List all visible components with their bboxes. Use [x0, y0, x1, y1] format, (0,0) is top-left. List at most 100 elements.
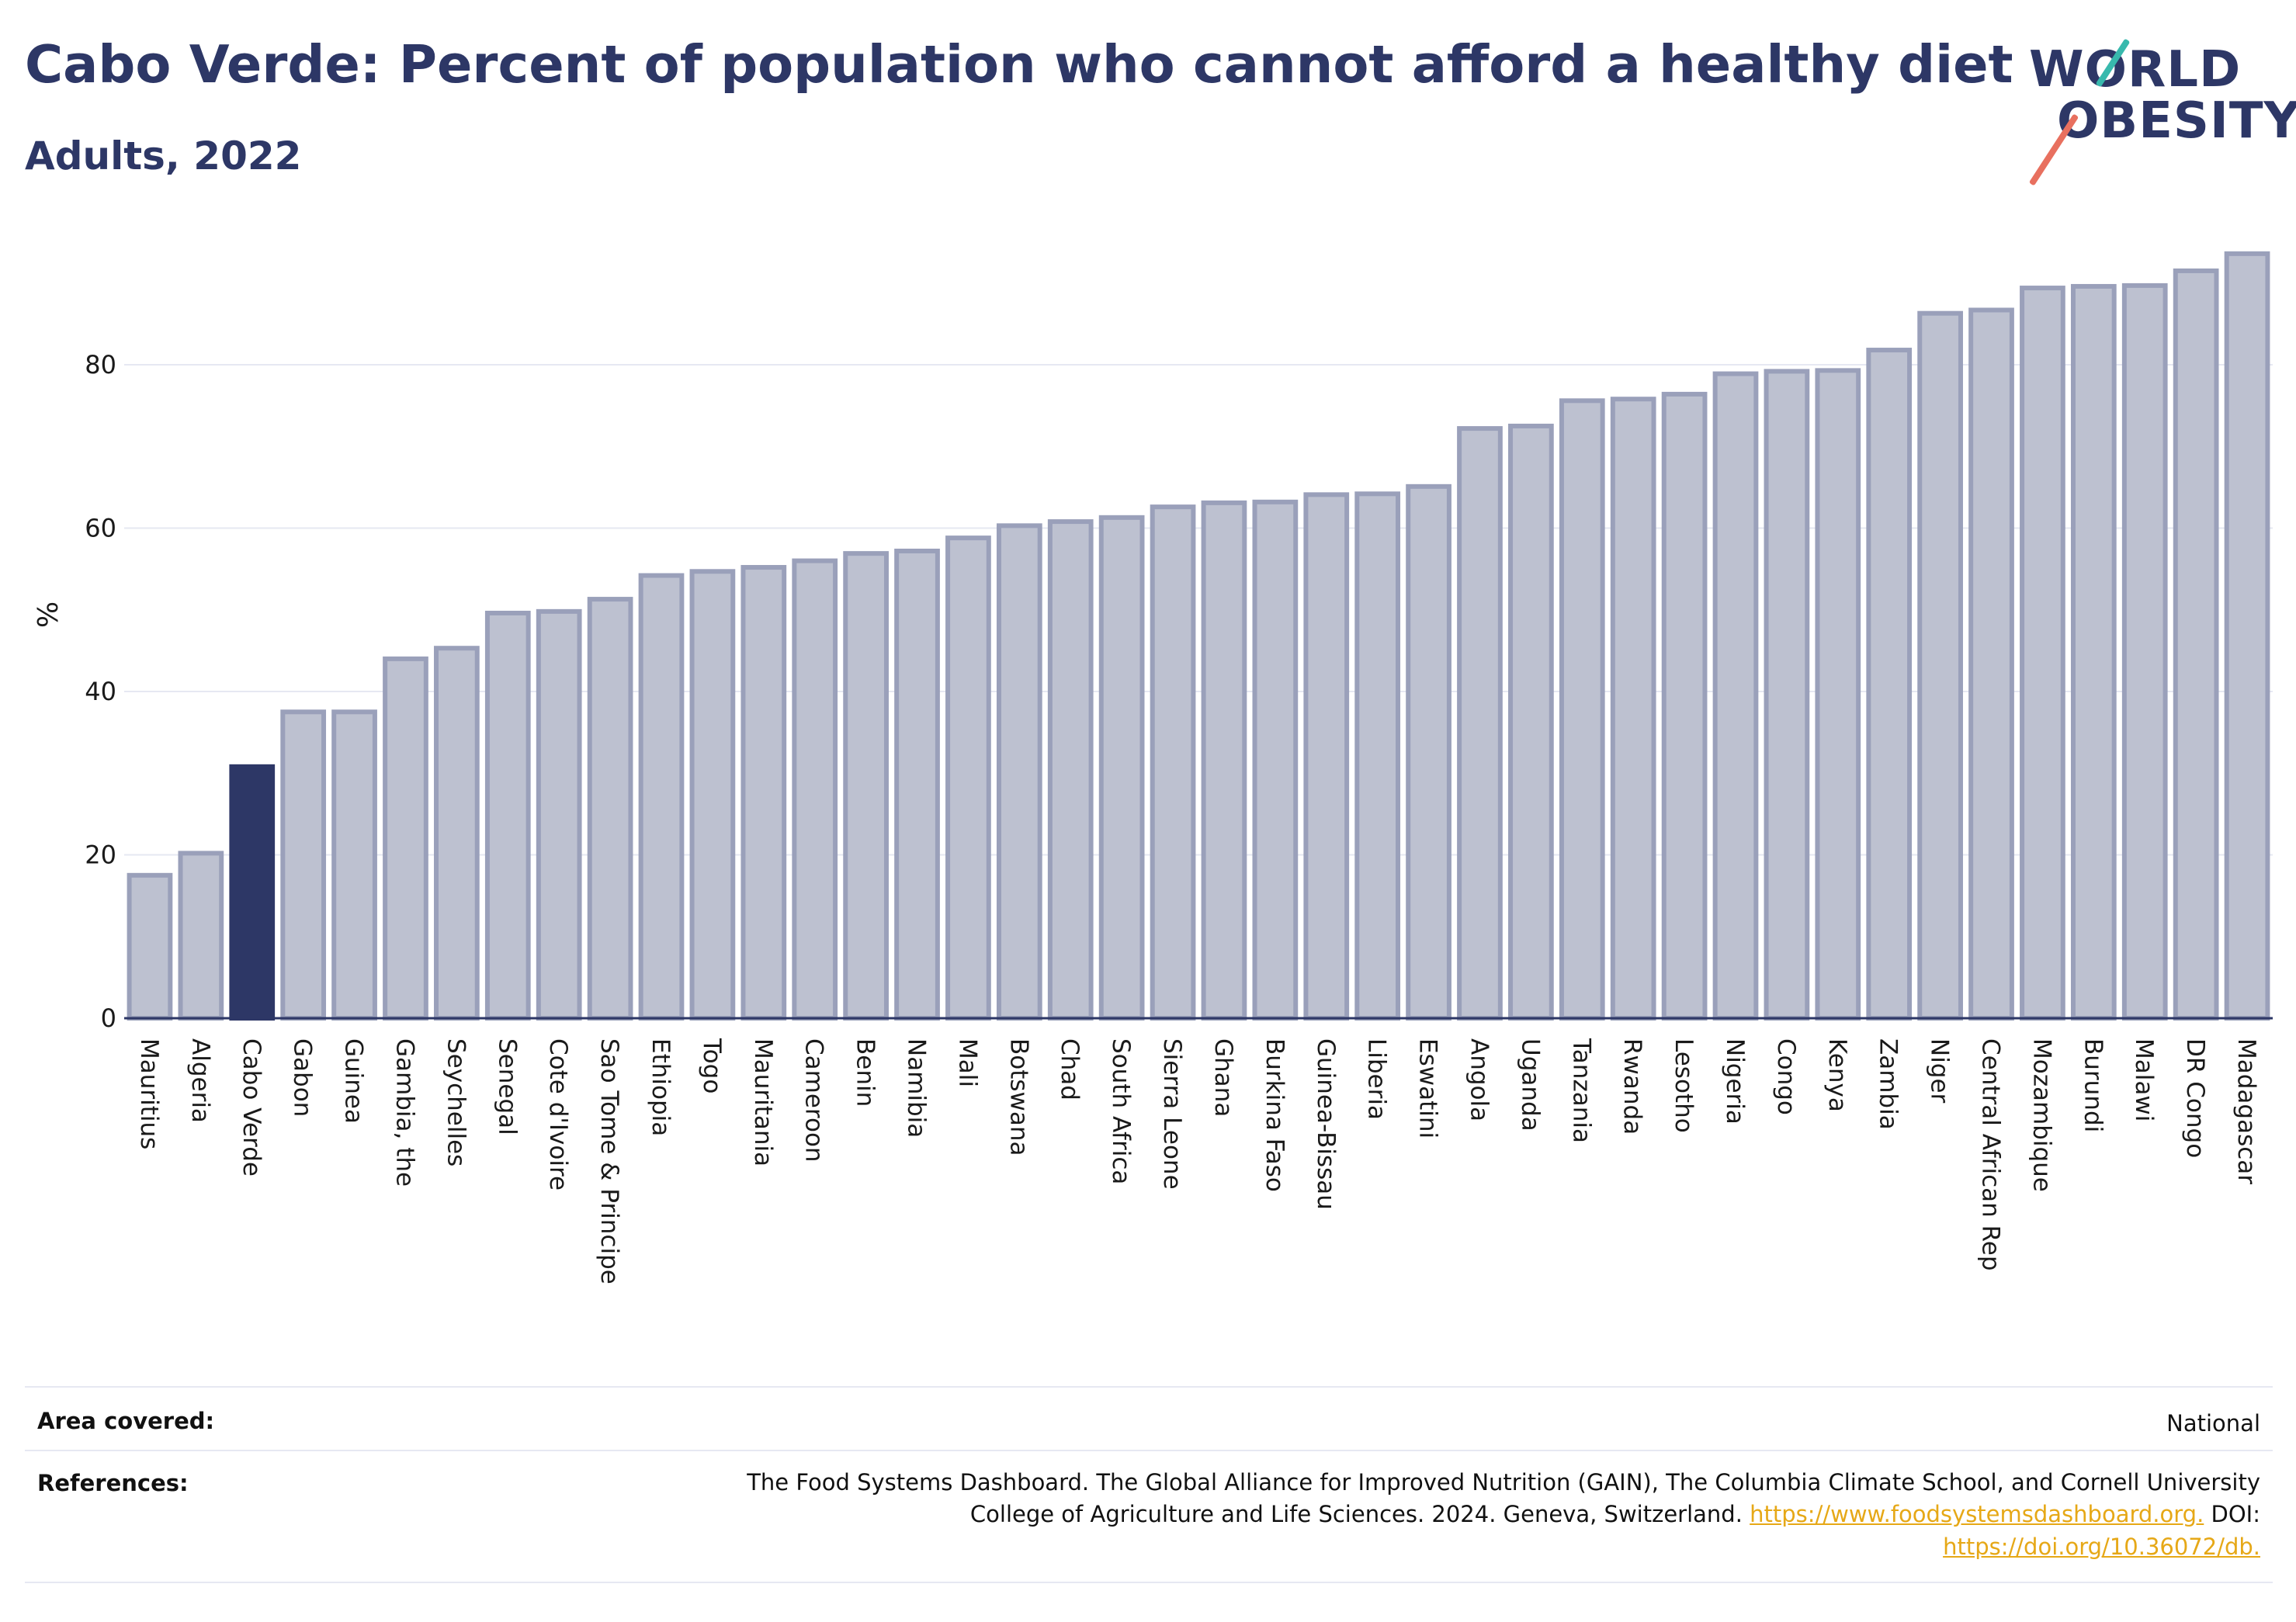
x-tick-label: Malawi — [2130, 1038, 2158, 1121]
bar[interactable] — [1610, 397, 1656, 1021]
references-row: References: The Food Systems Dashboard. … — [25, 1450, 2273, 1583]
x-tick-label: Mauritius — [135, 1038, 163, 1149]
bar[interactable] — [127, 872, 173, 1021]
bar[interactable] — [894, 548, 940, 1021]
bar[interactable] — [536, 608, 582, 1021]
bar[interactable] — [1047, 519, 1094, 1021]
x-tick-label: Namibia — [903, 1038, 931, 1138]
references-label: References: — [37, 1470, 189, 1496]
x-tick-label: Togo — [698, 1038, 726, 1093]
x-tick-label: Gambia, the — [390, 1038, 418, 1187]
chart-title: Cabo Verde: Percent of population who ca… — [25, 34, 2013, 95]
chart-subtitle: Adults, 2022 — [25, 133, 302, 178]
doi-link[interactable]: https://doi.org/10.36072/db. — [1943, 1533, 2260, 1560]
x-tick-label: Ghana — [1209, 1038, 1237, 1117]
bar[interactable] — [434, 646, 480, 1021]
bar[interactable] — [2224, 251, 2270, 1021]
bar[interactable] — [740, 565, 787, 1021]
bar[interactable] — [792, 558, 838, 1021]
bar[interactable] — [1354, 491, 1401, 1021]
bar-highlighted[interactable] — [229, 764, 276, 1021]
x-tick-label: Seychelles — [442, 1038, 470, 1166]
x-tick-label: Angola — [1465, 1038, 1493, 1121]
x-tick-label: Sao Tome & Principe — [595, 1038, 623, 1284]
bar[interactable] — [1712, 371, 1759, 1021]
x-tick-label: Tanzania — [1567, 1038, 1595, 1143]
bar[interactable] — [1764, 369, 1810, 1021]
x-tick-label: South Africa — [1107, 1038, 1135, 1184]
y-tick-label: 80 — [85, 350, 116, 380]
bar[interactable] — [587, 597, 633, 1021]
bar[interactable] — [1917, 310, 1963, 1021]
bar[interactable] — [996, 523, 1042, 1021]
x-tick-label: Gabon — [289, 1038, 317, 1117]
dashboard-link[interactable]: https://www.foodsystemsdashboard.org. — [1750, 1501, 2204, 1528]
area-covered-value: National — [2166, 1410, 2260, 1437]
bar[interactable] — [1815, 368, 1861, 1021]
x-tick-label: Eswatini — [1414, 1038, 1442, 1139]
doi-label: DOI: — [2211, 1501, 2260, 1528]
x-tick-label: Cameroon — [800, 1038, 828, 1163]
references-text: The Food Systems Dashboard. The Global A… — [475, 1467, 2260, 1563]
bar[interactable] — [1201, 500, 1247, 1021]
bar[interactable] — [1303, 492, 1350, 1021]
bar[interactable] — [2020, 286, 2065, 1021]
x-tick-label: Burkina Faso — [1261, 1038, 1288, 1192]
y-tick-label: 0 — [101, 1003, 116, 1033]
bar[interactable] — [1252, 499, 1299, 1021]
x-tick-label: Congo — [1772, 1038, 1800, 1115]
bar[interactable] — [843, 551, 889, 1021]
bar[interactable] — [638, 573, 685, 1021]
x-tick-label: Zambia — [1875, 1038, 1902, 1130]
bar[interactable] — [1098, 515, 1145, 1021]
bar[interactable] — [1457, 426, 1503, 1021]
x-tick-label: Rwanda — [1618, 1038, 1646, 1135]
y-axis-label: % — [30, 601, 62, 628]
bar[interactable] — [1508, 423, 1554, 1021]
x-tick-label: Cabo Verde — [238, 1038, 265, 1177]
x-tick-label: Ethiopia — [647, 1038, 675, 1136]
reference-line1: The Food Systems Dashboard. The Global A… — [747, 1469, 2260, 1495]
x-tick-label: Liberia — [1363, 1038, 1391, 1120]
y-tick-label: 60 — [85, 514, 116, 543]
bar[interactable] — [383, 656, 428, 1021]
y-tick-label: 40 — [85, 677, 116, 706]
bar[interactable] — [1406, 483, 1451, 1021]
category-labels: Mauritius Algeria Cabo Verde Gabon Guinea Gam… — [135, 1038, 2260, 1284]
bar[interactable] — [2121, 282, 2168, 1021]
x-tick-label: Senegal — [493, 1038, 521, 1135]
world-obesity-logo: WORLD OBESITY — [2017, 38, 2296, 186]
x-tick-label: Central African Rep — [1977, 1038, 2005, 1271]
bar[interactable] — [1661, 391, 1708, 1021]
bar[interactable] — [178, 851, 224, 1021]
area-covered-row: Area covered: National — [25, 1386, 2273, 1451]
x-tick-label: Uganda — [1516, 1038, 1544, 1132]
x-tick-label: Benin — [851, 1038, 879, 1107]
x-tick-label: Guinea — [340, 1038, 368, 1124]
bar[interactable] — [1150, 504, 1196, 1021]
x-tick-label: Nigeria — [1721, 1038, 1749, 1125]
bar[interactable] — [689, 569, 736, 1021]
reference-line2: College of Agriculture and Life Sciences… — [969, 1501, 1743, 1528]
bar[interactable] — [1866, 348, 1913, 1021]
bar[interactable] — [331, 709, 377, 1021]
bar[interactable] — [484, 610, 531, 1021]
x-tick-label: Guinea-Bissau — [1312, 1038, 1340, 1210]
bar[interactable] — [2070, 283, 2117, 1021]
x-tick-label: DR Congo — [2181, 1038, 2209, 1158]
bar[interactable] — [2173, 268, 2219, 1021]
logo-line2: OBESITY — [2057, 92, 2296, 150]
x-tick-label: Algeria — [186, 1038, 214, 1123]
x-tick-label: Mali — [953, 1038, 981, 1087]
bar[interactable] — [280, 709, 327, 1021]
bar-chart: 0 20 40 60 80 Mauritius Algeria Cabo Verde Gabo… — [30, 251, 2273, 1284]
x-tick-label: Botswana — [1004, 1038, 1032, 1156]
x-tick-label: Sierra Leone — [1158, 1038, 1186, 1190]
bar[interactable] — [1559, 398, 1605, 1021]
bar[interactable] — [945, 535, 991, 1021]
bars — [127, 251, 2270, 1021]
x-tick-label: Burundi — [2079, 1038, 2107, 1132]
area-covered-label: Area covered: — [37, 1408, 215, 1434]
x-tick-label: Cote d'Ivoire — [544, 1038, 572, 1191]
bar[interactable] — [1968, 307, 2014, 1021]
